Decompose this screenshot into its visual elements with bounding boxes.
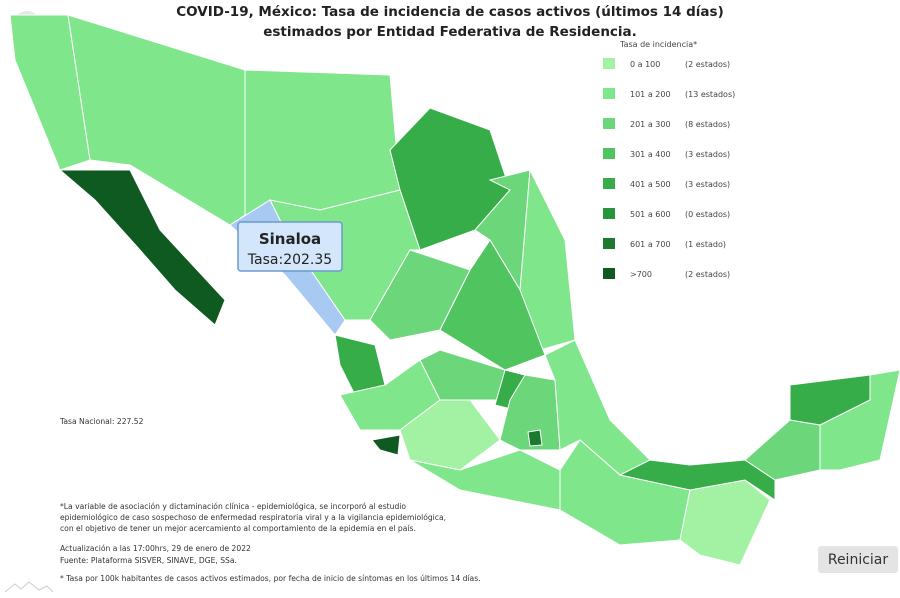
title-line: estimados por Entidad Federativa de Resi… [263, 24, 637, 40]
legend-count: (3 estados) [685, 150, 730, 159]
state[interactable] [618, 459, 776, 501]
update-note: Actualización a las 17:00hrs, 29 de ener… [60, 544, 251, 553]
state[interactable] [527, 429, 543, 447]
legend-swatch [603, 88, 615, 99]
legend-swatch [603, 178, 615, 189]
legend-count: (2 estados) [685, 60, 730, 69]
logo [4, 581, 54, 593]
legend-range: 101 a 200 [630, 90, 671, 99]
state[interactable] [819, 369, 900, 471]
legend: 0 a 100 (2 estados) 101 a 200 (13 estados) 2… [603, 58, 735, 279]
national-rate: Tasa Nacional: 227.52 [59, 417, 144, 426]
source-note: Fuente: Plataforma SISVER, SINAVE, DGE, … [60, 556, 237, 565]
legend-count: (8 estados) [685, 120, 730, 129]
legend-range: >700 [630, 270, 652, 279]
legend-swatch [603, 118, 615, 129]
state[interactable] [369, 249, 471, 341]
state[interactable] [519, 168, 576, 351]
state[interactable] [371, 434, 401, 456]
state[interactable] [244, 69, 401, 216]
reset-button[interactable]: Reiniciar [818, 546, 898, 573]
legend-swatch [603, 58, 615, 69]
legend-range: 301 a 400 [630, 150, 671, 159]
legend-count: (13 estados) [685, 90, 735, 99]
legend-swatch [603, 208, 615, 219]
note-line: *La variable de asociación y dictaminaci… [60, 502, 406, 511]
legend-count: (0 estados) [685, 210, 730, 219]
legend-swatch [603, 148, 615, 159]
footnote: * Tasa por 100k habitantes de casos acti… [60, 574, 481, 583]
tooltip-value: Tasa:202.35 [247, 252, 332, 268]
legend-swatch [603, 238, 615, 249]
note-line: con el objetivo de tener un mejor acerca… [60, 524, 416, 533]
legend-swatch [603, 268, 615, 279]
legend-range: 601 a 700 [630, 240, 671, 249]
state[interactable] [334, 334, 386, 396]
map [9, 14, 900, 566]
legend-range: 201 a 300 [630, 120, 671, 129]
state[interactable] [58, 169, 226, 326]
title-line: COVID-19, México: Tasa de incidencia de … [176, 4, 724, 20]
legend-range: 501 a 600 [630, 210, 671, 219]
note-line: epidemiológico de caso sospechoso de enf… [60, 513, 446, 522]
tooltip: Sinaloa Tasa:202.35 [237, 221, 343, 272]
legend-range: 0 a 100 [630, 60, 660, 69]
legend-count: (1 estado) [685, 240, 726, 249]
legend-range: 401 a 500 [630, 180, 671, 189]
tooltip-name: Sinaloa [259, 230, 321, 248]
legend-count: (2 estados) [685, 270, 730, 279]
legend-count: (3 estados) [685, 180, 730, 189]
state[interactable] [9, 14, 91, 171]
state[interactable] [679, 479, 771, 566]
legend-title: Tasa de incidencia* [619, 40, 697, 49]
